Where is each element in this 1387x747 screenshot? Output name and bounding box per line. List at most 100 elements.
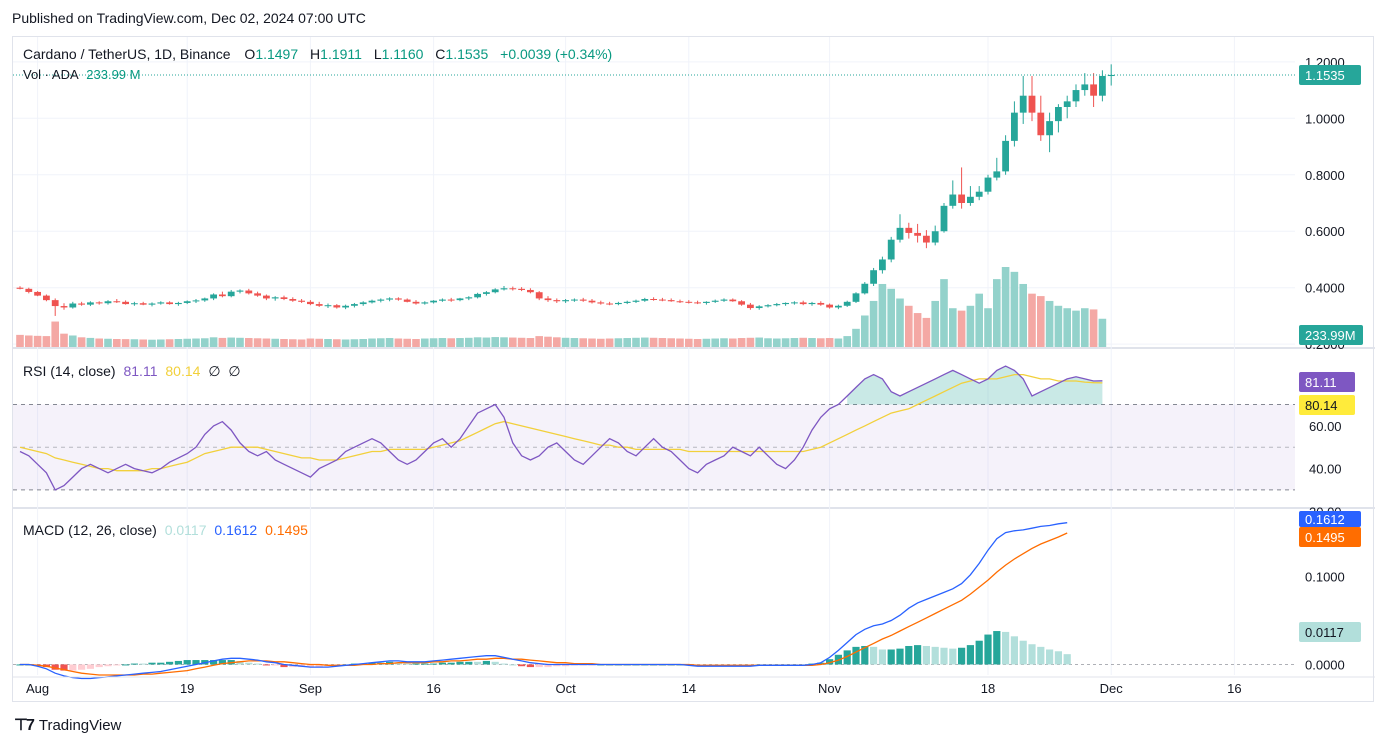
macd-histogram-bar <box>966 645 974 665</box>
volume-bar <box>658 338 667 347</box>
volume-bar <box>755 337 763 347</box>
chart-svg[interactable]: Aug 19 Sep 16 Oct 14 Nov 18 Dec 161.20001.00000.8… <box>13 37 1375 703</box>
legend-o-label: O <box>244 46 256 62</box>
volume-bar <box>544 336 552 347</box>
volume-bar <box>324 339 332 347</box>
candle-body <box>914 232 921 236</box>
macd-histogram-bar <box>482 660 490 665</box>
candle-body <box>227 291 235 297</box>
candle-body <box>667 300 675 302</box>
volume-bar <box>1089 309 1098 347</box>
macd-hist-tag[interactable] <box>1299 622 1361 642</box>
macd-histogram-bar <box>949 648 957 665</box>
macd-histogram-bar <box>394 662 402 665</box>
candle-body <box>78 303 85 305</box>
candle-body <box>799 302 807 305</box>
candle-body <box>940 205 948 232</box>
macd-signal-value: 0.1495 <box>265 522 308 538</box>
candle-body <box>597 302 605 304</box>
rsi-label[interactable]: RSI (14, close) <box>23 363 116 379</box>
rsi-ma-tag[interactable] <box>1299 395 1355 415</box>
macd-histogram-bar <box>984 634 992 665</box>
candle-body <box>641 299 649 301</box>
volume-bar <box>720 338 728 347</box>
macd-histogram-bar <box>368 662 376 665</box>
macd-histogram-bar <box>1054 651 1062 665</box>
volume-bar <box>861 315 869 347</box>
volume-bar <box>262 338 271 347</box>
volume-bar <box>148 339 156 347</box>
candle-body <box>1099 75 1106 96</box>
volume-bar <box>966 305 975 347</box>
price-axis-tick: 0.6000 <box>1305 224 1345 239</box>
candle-body <box>1063 101 1071 107</box>
volume-bar <box>60 333 68 347</box>
rsi-tag-text: 81.11 <box>1305 375 1337 390</box>
volume-bar <box>139 339 147 347</box>
macd-histogram-bar <box>535 664 543 668</box>
candle-body <box>1028 95 1036 113</box>
candle-body <box>16 287 24 289</box>
candle-body <box>509 288 517 290</box>
volume-bar <box>192 338 200 347</box>
footer-brand[interactable]: ⊤7 TradingView <box>14 715 121 735</box>
volume-bar <box>456 338 464 347</box>
macd-histogram-bar <box>210 660 218 665</box>
volume-bar <box>1098 318 1107 347</box>
candle-body <box>104 301 112 304</box>
macd-histogram-bar <box>78 664 86 670</box>
candle-body <box>298 300 305 302</box>
macd-histogram-bar <box>887 649 895 665</box>
candle-body <box>1107 74 1115 77</box>
volume-bar <box>561 337 570 347</box>
rsi-line <box>19 365 1103 491</box>
volume-bar <box>614 338 623 347</box>
candle-body <box>685 301 693 303</box>
volume-bar <box>878 283 887 347</box>
volume-bar <box>280 339 288 347</box>
volume-bar <box>350 339 359 347</box>
candle-body <box>254 293 261 296</box>
volume-label[interactable]: Vol · ADA <box>23 67 79 82</box>
candle-body <box>703 301 710 303</box>
volume-bar <box>729 338 737 347</box>
volume-bar <box>1037 296 1045 347</box>
volume-bar <box>1010 271 1019 347</box>
current-price-tag[interactable] <box>1299 64 1361 85</box>
price-axis-tick: 0.8000 <box>1305 168 1345 183</box>
macd-histogram-bar <box>1037 646 1045 665</box>
candle-body <box>333 305 341 308</box>
rsi-tag[interactable] <box>1299 372 1355 392</box>
macd-histogram-bar <box>500 663 508 665</box>
candle-body <box>122 301 129 305</box>
macd-histogram-bar <box>148 662 156 665</box>
macd-signal-tag[interactable] <box>1299 527 1361 547</box>
candle-body <box>25 288 33 292</box>
candle-body <box>166 302 173 305</box>
candle-body <box>975 191 983 197</box>
volume-bar <box>403 338 411 347</box>
volume-bar <box>438 338 447 347</box>
volume-bar <box>702 338 711 347</box>
macd-tag-text: 0.1612 <box>1305 512 1345 527</box>
candle-body <box>632 300 640 302</box>
volume-bar <box>781 338 790 347</box>
candle-body <box>439 299 446 301</box>
candle-body <box>412 301 420 304</box>
macd-histogram-bar <box>183 660 191 665</box>
volume-tag[interactable] <box>1299 325 1363 345</box>
macd-label[interactable]: MACD (12, 26, close) <box>23 522 157 538</box>
candle-body <box>544 298 552 301</box>
chart-frame[interactable]: Aug 19 Sep 16 Oct 14 Nov 18 Dec 16 1.2000 1.0000 0.8… <box>12 36 1375 703</box>
candle-body <box>1011 112 1018 141</box>
candle-body <box>183 301 191 303</box>
volume-bar <box>641 337 649 347</box>
macd-tag[interactable] <box>1299 511 1361 527</box>
legend-l-label: L <box>373 46 382 62</box>
legend-symbol[interactable]: Cardano / TetherUS, 1D, Binance <box>23 46 231 62</box>
macd-histogram-bar <box>914 645 922 665</box>
volume-bar <box>1028 293 1036 347</box>
volume-bar <box>632 337 640 347</box>
volume-bar <box>113 339 121 347</box>
candle-body <box>500 288 508 290</box>
